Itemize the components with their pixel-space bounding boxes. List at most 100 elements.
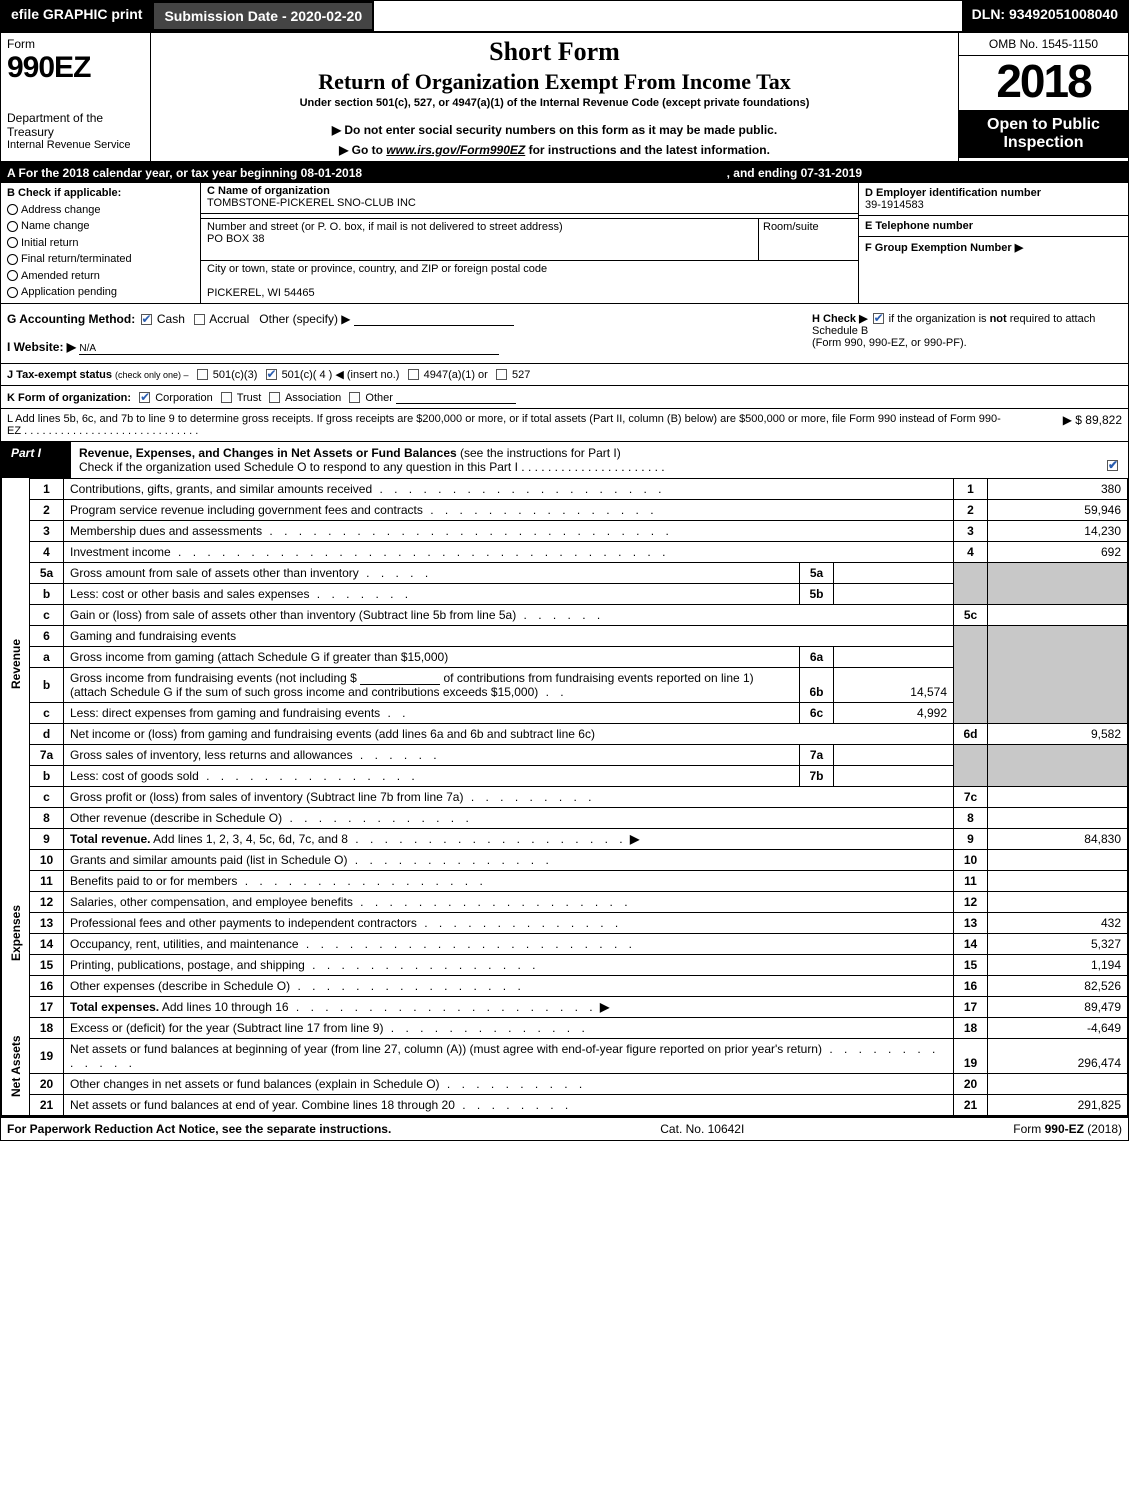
chk-h[interactable]: [873, 313, 884, 324]
chk-cash[interactable]: [141, 314, 152, 325]
entity-right: D Employer identification number 39-1914…: [858, 183, 1128, 303]
l15-val: 1,194: [988, 954, 1128, 975]
l2-val: 59,946: [988, 499, 1128, 520]
l19-rnum: 19: [954, 1038, 988, 1073]
chk-address-change[interactable]: Address change: [7, 202, 194, 219]
side-revenue: Revenue: [2, 478, 30, 849]
chk-schedule-o[interactable]: [1107, 460, 1118, 471]
l12-rnum: 12: [954, 891, 988, 912]
l14-rnum: 14: [954, 933, 988, 954]
l4-rnum: 4: [954, 541, 988, 562]
entity-block: B Check if applicable: Address change Na…: [1, 183, 1128, 304]
under-section: Under section 501(c), 527, or 4947(a)(1)…: [159, 97, 950, 109]
d-label: D Employer identification number: [865, 187, 1041, 199]
line-6d: d Net income or (loss) from gaming and f…: [2, 723, 1128, 744]
footer-left: For Paperwork Reduction Act Notice, see …: [7, 1122, 391, 1136]
line-21: 21 Net assets or fund balances at end of…: [2, 1094, 1128, 1115]
l7b-num: b: [30, 765, 64, 786]
l15-rnum: 15: [954, 954, 988, 975]
f-label: F Group Exemption Number ▶: [865, 242, 1023, 254]
shade-5v: [988, 562, 1128, 604]
chk-4947[interactable]: [408, 369, 419, 380]
l5a-num: 5a: [30, 562, 64, 583]
line-15: 15 Printing, publications, postage, and …: [2, 954, 1128, 975]
accrual-label: Accrual: [209, 312, 249, 326]
line-16: 16 Other expenses (describe in Schedule …: [2, 975, 1128, 996]
chk-501c3[interactable]: [197, 369, 208, 380]
omb-number: OMB No. 1545-1150: [959, 33, 1128, 56]
dots: . . . . . . . . . . . . . . . . . . . . …: [521, 460, 664, 474]
l6d-num: d: [30, 723, 64, 744]
line-14: 14 Occupancy, rent, utilities, and maint…: [2, 933, 1128, 954]
l6a-midval: [834, 646, 954, 667]
j-label: J Tax-exempt status: [7, 369, 112, 381]
l6c-mid: 6c: [800, 702, 834, 723]
l18-num: 18: [30, 1017, 64, 1038]
line-7a: 7a Gross sales of inventory, less return…: [2, 744, 1128, 765]
chk-name-change[interactable]: Name change: [7, 218, 194, 235]
chk-527[interactable]: [496, 369, 507, 380]
chk-trust[interactable]: [221, 392, 232, 403]
go-to-line: ▶ Go to www.irs.gov/Form990EZ for instru…: [159, 143, 950, 157]
l9-val: 84,830: [988, 828, 1128, 849]
l8-num: 8: [30, 807, 64, 828]
line-5a: 5a Gross amount from sale of assets othe…: [2, 562, 1128, 583]
l20-rnum: 20: [954, 1073, 988, 1094]
l16-val: 82,526: [988, 975, 1128, 996]
amended-return-label: Amended return: [21, 270, 100, 282]
l13-rnum: 13: [954, 912, 988, 933]
line-1: Revenue 1 Contributions, gifts, grants, …: [2, 478, 1128, 499]
chk-501c[interactable]: [266, 369, 277, 380]
g-side: G Accounting Method: Cash Accrual Other …: [7, 312, 812, 355]
l18-val: -4,649: [988, 1017, 1128, 1038]
l5b-desc: Less: cost or other basis and sales expe…: [64, 583, 800, 604]
chk-corp[interactable]: [139, 392, 150, 403]
l3-rnum: 3: [954, 520, 988, 541]
footer-mid: Cat. No. 10642I: [660, 1122, 744, 1136]
l6b-desc: Gross income from fundraising events (no…: [64, 667, 800, 702]
l21-val: 291,825: [988, 1094, 1128, 1115]
do-not-enter: ▶ Do not enter social security numbers o…: [159, 123, 950, 137]
l6a-desc: Gross income from gaming (attach Schedul…: [64, 646, 800, 667]
chk-other-org[interactable]: [349, 392, 360, 403]
k-label: K Form of organization:: [7, 392, 131, 404]
l11-num: 11: [30, 870, 64, 891]
k-other-blank: [396, 390, 516, 404]
l13-val: 432: [988, 912, 1128, 933]
l11-val: [988, 870, 1128, 891]
l9-rnum: 9: [954, 828, 988, 849]
shade-6: [954, 625, 988, 723]
l19-desc: Net assets or fund balances at beginning…: [64, 1038, 954, 1073]
l2-desc: Program service revenue including govern…: [64, 499, 954, 520]
website-value: N/A: [79, 343, 499, 355]
l17-desc: Total expenses. Add lines 10 through 16 …: [64, 996, 954, 1017]
part-i-check: Check if the organization used Schedule …: [79, 460, 518, 474]
l6b-mid: 6b: [800, 667, 834, 702]
chk-app-pending[interactable]: Application pending: [7, 284, 194, 301]
submission-date: Submission Date - 2020-02-20: [152, 1, 374, 31]
form-lines-table: Revenue 1 Contributions, gifts, grants, …: [1, 478, 1128, 1116]
l1-num: 1: [30, 478, 64, 499]
l2-rnum: 2: [954, 499, 988, 520]
line-2: 2 Program service revenue including gove…: [2, 499, 1128, 520]
l4-num: 4: [30, 541, 64, 562]
l14-num: 14: [30, 933, 64, 954]
chk-initial-return[interactable]: Initial return: [7, 235, 194, 252]
chk-assoc[interactable]: [269, 392, 280, 403]
chk-accrual[interactable]: [194, 314, 205, 325]
l12-desc: Salaries, other compensation, and employ…: [64, 891, 954, 912]
l6-num: 6: [30, 625, 64, 646]
l7a-desc: Gross sales of inventory, less returns a…: [64, 744, 800, 765]
chk-final-return[interactable]: Final return/terminated: [7, 251, 194, 268]
chk-amended-return[interactable]: Amended return: [7, 268, 194, 285]
l5c-rnum: 5c: [954, 604, 988, 625]
goto-link[interactable]: www.irs.gov/Form990EZ: [386, 143, 525, 157]
tax-year: 2018: [959, 56, 1128, 110]
l3-desc: Membership dues and assessments . . . . …: [64, 520, 954, 541]
l14-desc: Occupancy, rent, utilities, and maintena…: [64, 933, 954, 954]
side-expenses: Expenses: [2, 849, 30, 1017]
line-7c: c Gross profit or (loss) from sales of i…: [2, 786, 1128, 807]
l6b-num: b: [30, 667, 64, 702]
l5a-midval: [834, 562, 954, 583]
l5c-num: c: [30, 604, 64, 625]
